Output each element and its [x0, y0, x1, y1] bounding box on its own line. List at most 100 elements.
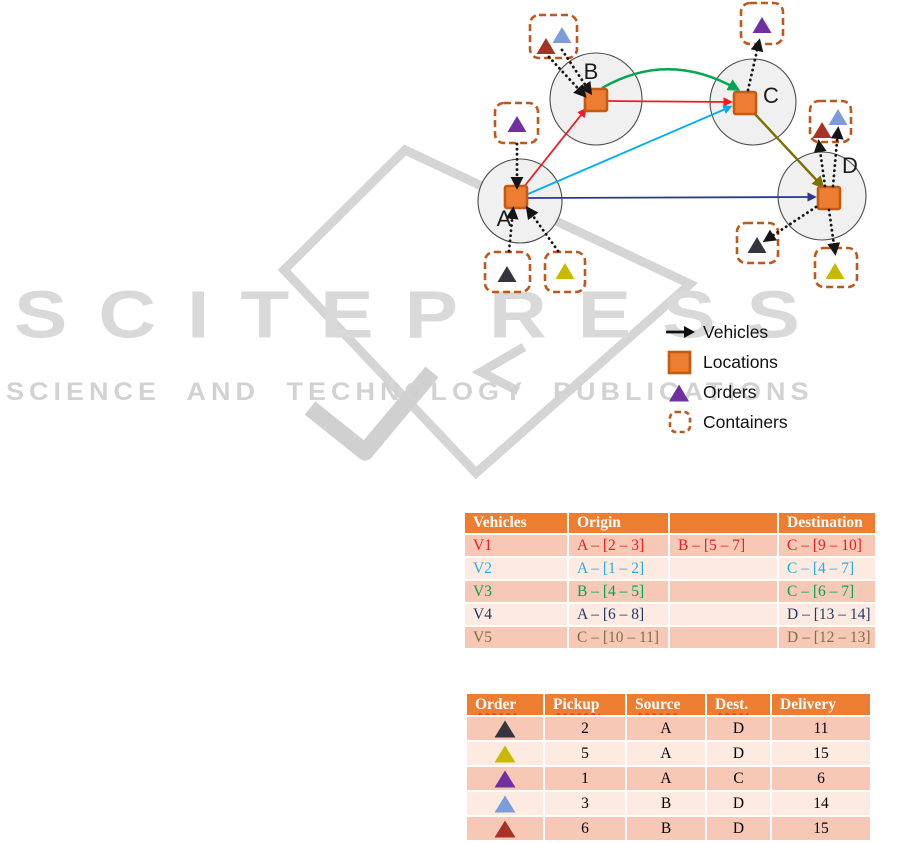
vehicle-stop-cell: C – [9 – 10] — [777, 533, 877, 558]
order-value-cell: 15 — [770, 740, 872, 767]
legend: Vehicles Locations Orders Containers — [662, 320, 788, 440]
container-box-icon — [668, 410, 692, 434]
orders-header-order: Order — [465, 692, 545, 717]
order-value-cell: D — [705, 790, 772, 817]
order-triangle-cell — [465, 740, 545, 767]
vehicle-arrow-icon — [666, 326, 695, 338]
orders-header-dest: Dest. — [705, 692, 772, 717]
node-label-C: C — [763, 83, 779, 108]
legend-icon-wrap — [662, 319, 698, 345]
order-value-cell: A — [625, 740, 707, 767]
order-value-cell: D — [705, 715, 772, 742]
vehicles-row-v2: V2 A – [1 – 2] C – [4 – 7] — [463, 556, 877, 581]
vehicles-header-destination: Destination — [777, 511, 877, 535]
order-flow-arrow — [746, 38, 764, 92]
order-triangle — [552, 27, 572, 43]
legend-label: Containers — [703, 411, 788, 432]
orders-row: 5 A D 15 — [465, 740, 872, 767]
order-value-cell: 5 — [543, 740, 627, 767]
container-dest-d-black — [735, 221, 780, 265]
vehicle-stop-cell: A – [1 – 2] — [567, 556, 670, 581]
container-source-b — [528, 13, 579, 60]
order-triangle-cell — [465, 790, 545, 817]
order-value-cell: D — [705, 740, 772, 767]
order-triangle — [507, 116, 527, 132]
order-value-cell: A — [625, 715, 707, 742]
vehicle-stop-cell: C – [6 – 7] — [777, 579, 877, 604]
orders-row: 3 B D 14 — [465, 790, 872, 817]
vehicles-header-blank — [668, 511, 779, 535]
vehicle-stop-cell: C – [10 – 11] — [567, 625, 670, 650]
order-triangle-icon — [669, 384, 689, 402]
vehicle-stop-cell: D – [12 – 13] — [777, 625, 877, 650]
vehicles-row-v5: V5 C – [10 – 11] D – [12 – 13] — [463, 625, 877, 650]
vehicle-stop-cell — [668, 625, 779, 650]
order-triangle-icon — [494, 770, 516, 788]
vehicles-row-v4: V4 A – [6 – 8] D – [13 – 14] — [463, 602, 877, 627]
orders-header-pickup: Pickup — [543, 692, 627, 717]
legend-label: Vehicles — [703, 321, 769, 342]
order-value-cell: B — [625, 790, 707, 817]
legend-item-vehicles: Vehicles — [662, 320, 788, 344]
order-value-cell: D — [705, 815, 772, 842]
route-v1-b-to-c — [607, 97, 733, 107]
order-value-cell: 2 — [543, 715, 627, 742]
vehicle-id-cell: V4 — [463, 602, 569, 627]
order-triangle — [555, 263, 575, 279]
order-value-cell: 6 — [543, 815, 627, 842]
legend-icon-wrap — [662, 409, 698, 435]
legend-item-locations: Locations — [662, 349, 788, 375]
legend-label: Locations — [703, 351, 778, 372]
order-value-cell: 11 — [770, 715, 872, 742]
location-square-C — [732, 90, 758, 116]
vehicle-stop-cell: C – [4 – 7] — [777, 556, 877, 581]
order-value-cell: 14 — [770, 790, 872, 817]
order-flow-arrow — [830, 126, 844, 188]
route-v4-a-to-d — [527, 192, 817, 202]
order-triangle — [812, 122, 832, 138]
vehicles-header-vehicles: Vehicles — [463, 511, 569, 535]
node-label-B: B — [584, 59, 599, 84]
location-square-B — [583, 87, 609, 113]
orders-table: Order Pickup Source Dest. Delivery 2 A D 11 5 A D 15… — [465, 692, 872, 842]
orders-header-row: Order Pickup Source Dest. Delivery — [465, 692, 872, 717]
order-value-cell: A — [625, 765, 707, 792]
vehicle-id-cell: V3 — [463, 579, 569, 604]
order-triangle — [536, 38, 556, 54]
order-value-cell: 3 — [543, 790, 627, 817]
vehicle-stop-cell: B – [4 – 5] — [567, 579, 670, 604]
legend-item-containers: Containers — [662, 410, 788, 434]
vehicle-stop-cell: A – [6 – 8] — [567, 602, 670, 627]
order-triangle-icon — [494, 795, 516, 813]
node-label-D: D — [842, 153, 858, 178]
orders-row: 2 A D 11 — [465, 715, 872, 742]
location-square-icon — [667, 350, 692, 375]
orders-header-delivery: Delivery — [770, 692, 872, 717]
vehicle-stop-cell: A – [2 – 3] — [567, 533, 670, 558]
container-dest-d-redblue — [808, 99, 853, 144]
order-triangle — [828, 109, 848, 125]
vehicle-id-cell: V1 — [463, 533, 569, 558]
order-triangle-cell — [465, 815, 545, 842]
order-value-cell: 15 — [770, 815, 872, 842]
order-value-cell: 6 — [770, 765, 872, 792]
legend-icon-wrap — [662, 349, 698, 375]
order-value-cell: B — [625, 815, 707, 842]
vehicle-stop-cell — [668, 556, 779, 581]
vehicles-row-v3: V3 B – [4 – 5] C – [6 – 7] — [463, 579, 877, 604]
vehicle-id-cell: V2 — [463, 556, 569, 581]
orders-header-source: Source — [625, 692, 707, 717]
legend-item-orders: Orders — [662, 380, 788, 404]
order-flow-arrow — [560, 48, 593, 96]
vehicles-header-origin: Origin — [567, 511, 670, 535]
order-triangle-cell — [465, 765, 545, 792]
vehicle-stop-cell: D – [13 – 14] — [777, 602, 877, 627]
order-flow-arrow — [827, 208, 841, 256]
order-triangle — [747, 237, 767, 253]
order-triangle-icon — [494, 720, 516, 738]
order-flow-arrow — [547, 55, 587, 98]
order-flow-arrow — [813, 139, 827, 188]
vehicles-row-v1: V1 A – [2 – 3] B – [5 – 7] C – [9 – 10] — [463, 533, 877, 558]
order-triangle — [752, 17, 772, 33]
